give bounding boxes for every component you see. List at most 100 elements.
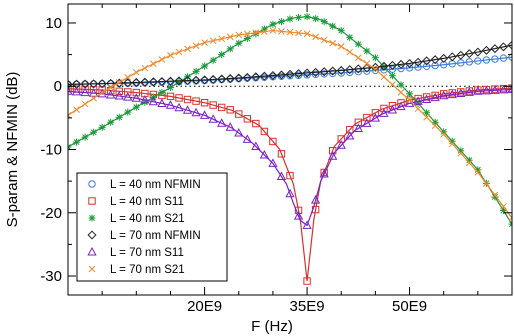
data-point xyxy=(320,18,328,26)
data-point xyxy=(107,84,115,91)
data-point xyxy=(132,88,141,97)
data-point xyxy=(337,43,345,50)
data-point xyxy=(89,79,99,89)
data-point xyxy=(345,131,355,140)
data-point xyxy=(166,84,174,92)
data-point xyxy=(363,113,371,122)
data-point xyxy=(235,39,243,47)
data-point xyxy=(353,123,363,132)
data-point xyxy=(423,113,430,121)
data-point xyxy=(182,105,193,114)
data-point xyxy=(192,42,200,50)
data-point xyxy=(71,86,82,96)
data-point xyxy=(81,133,89,141)
data-point xyxy=(414,99,422,107)
data-point xyxy=(491,191,499,199)
data-point xyxy=(251,141,261,151)
data-point xyxy=(457,147,465,155)
legend-item: L = 40 nm S21 xyxy=(88,213,185,225)
data-point xyxy=(439,90,449,100)
data-point xyxy=(372,65,379,73)
data-point xyxy=(123,92,133,101)
data-point xyxy=(192,97,200,105)
data-point xyxy=(302,220,312,229)
data-point xyxy=(80,87,90,97)
data-point xyxy=(448,137,456,145)
series-6 xyxy=(68,27,512,222)
data-point xyxy=(303,71,311,79)
data-point xyxy=(370,113,381,122)
data-point xyxy=(303,13,311,21)
data-point xyxy=(406,90,414,98)
data-point xyxy=(131,77,141,87)
legend-item: L = 70 nm NFMIN xyxy=(87,230,201,242)
data-point xyxy=(276,171,287,180)
data-point xyxy=(115,113,123,121)
data-point xyxy=(491,55,499,63)
data-point xyxy=(346,48,354,56)
data-point xyxy=(217,118,227,127)
data-point xyxy=(329,22,337,30)
data-point xyxy=(473,47,483,57)
data-point xyxy=(387,60,397,70)
data-point xyxy=(286,72,294,80)
data-point xyxy=(191,75,201,85)
axes: 10 0 -10 -20 -30 20E9 35E9 50E9 xyxy=(40,3,513,315)
data-point xyxy=(158,88,166,96)
data-point xyxy=(68,86,73,95)
data-point xyxy=(474,166,482,174)
data-point xyxy=(225,73,235,83)
data-point xyxy=(354,54,362,62)
data-point xyxy=(174,76,184,86)
data-point xyxy=(491,193,499,201)
data-point xyxy=(68,111,72,119)
data-point xyxy=(132,103,140,111)
data-point xyxy=(500,203,507,210)
data-point xyxy=(277,72,286,80)
legend-box xyxy=(76,172,228,282)
data-point xyxy=(482,56,491,64)
data-point xyxy=(483,180,490,188)
data-point xyxy=(285,69,295,79)
data-point xyxy=(209,56,217,64)
data-point xyxy=(380,73,388,81)
data-point xyxy=(389,81,396,89)
data-point xyxy=(371,54,379,62)
data-point xyxy=(294,206,303,215)
data-point xyxy=(430,55,440,65)
data-point xyxy=(508,220,512,228)
data-point xyxy=(242,134,252,143)
data-point xyxy=(242,72,252,82)
legend-label: L = 40 nm S21 xyxy=(110,213,185,225)
data-point xyxy=(397,89,405,96)
legend-marker xyxy=(88,180,96,188)
data-point xyxy=(286,15,294,23)
data-point xyxy=(499,207,507,215)
data-point xyxy=(430,92,440,102)
data-point xyxy=(465,156,473,164)
legend-item: L = 40 nm S11 xyxy=(88,196,184,208)
data-point xyxy=(285,188,295,198)
data-point xyxy=(140,94,150,104)
y-tick-label: 10 xyxy=(45,15,62,32)
data-point xyxy=(90,94,97,102)
data-point xyxy=(269,137,277,146)
data-point xyxy=(268,70,278,80)
data-point xyxy=(165,100,176,109)
data-point xyxy=(508,214,512,222)
data-point xyxy=(363,60,371,67)
data-point xyxy=(396,101,406,111)
data-point xyxy=(259,149,270,159)
data-point xyxy=(175,48,183,56)
data-point xyxy=(319,168,329,178)
data-point xyxy=(201,62,209,70)
data-point xyxy=(498,84,509,94)
data-point xyxy=(175,78,183,86)
data-point xyxy=(252,30,260,38)
data-point xyxy=(200,98,209,107)
data-point xyxy=(157,76,167,87)
data-point xyxy=(184,45,191,53)
data-point xyxy=(379,108,389,117)
data-point xyxy=(243,34,251,42)
data-point xyxy=(312,33,319,41)
